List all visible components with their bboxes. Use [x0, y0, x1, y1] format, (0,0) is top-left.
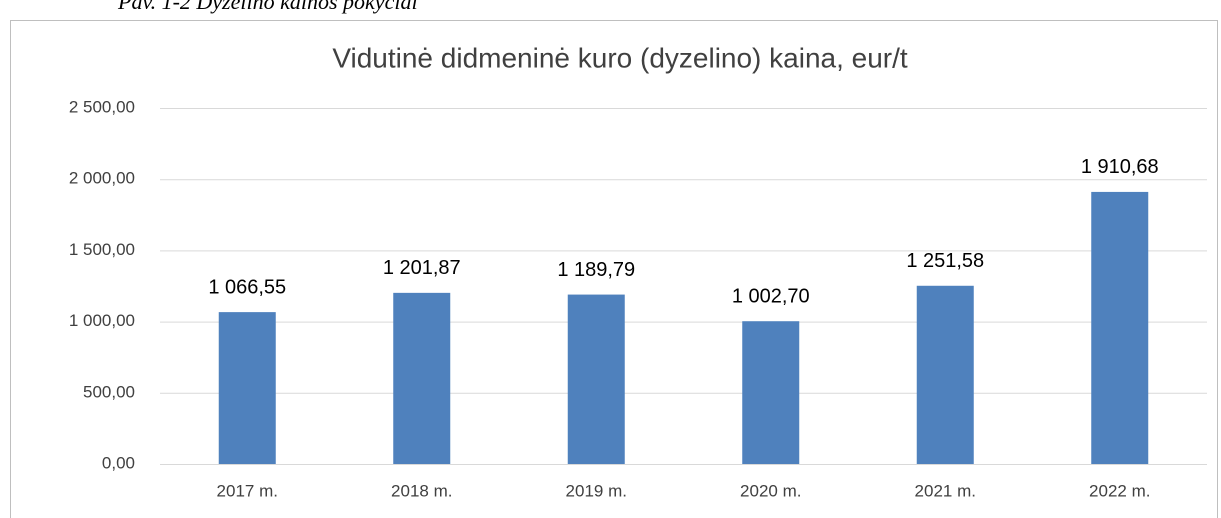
data-label: 1 066,55 — [208, 276, 286, 298]
data-label: 1 201,87 — [383, 257, 461, 279]
bar — [916, 285, 974, 464]
bar — [218, 312, 276, 464]
x-tick-label: 2021 m. — [915, 481, 976, 500]
bar — [742, 321, 800, 464]
bar — [1091, 191, 1149, 464]
y-tick-label: 2 000,00 — [69, 169, 135, 188]
chart-border — [10, 20, 1218, 518]
data-label: 1 189,79 — [557, 259, 635, 281]
data-label: 1 002,70 — [732, 285, 810, 307]
data-label: 1 910,68 — [1081, 156, 1159, 178]
y-tick-label: 500,00 — [83, 382, 135, 401]
chart-title: Vidutinė didmeninė kuro (dyzelino) kaina… — [332, 42, 908, 73]
bar — [567, 294, 625, 464]
y-tick-label: 1 500,00 — [69, 240, 135, 259]
x-tick-label: 2017 m. — [217, 481, 278, 500]
x-tick-label: 2022 m. — [1089, 481, 1150, 500]
data-label: 1 251,58 — [906, 250, 984, 272]
y-tick-label: 1 000,00 — [69, 311, 135, 330]
x-tick-label: 2019 m. — [566, 481, 627, 500]
y-tick-label: 2 500,00 — [69, 97, 135, 116]
x-tick-label: 2018 m. — [391, 481, 452, 500]
caption: Pav. 1-2 Dyzelino kainos pokyčiai — [117, 0, 418, 14]
x-tick-label: 2020 m. — [740, 481, 801, 500]
bar — [393, 292, 451, 464]
y-tick-label: 0,00 — [102, 453, 135, 472]
